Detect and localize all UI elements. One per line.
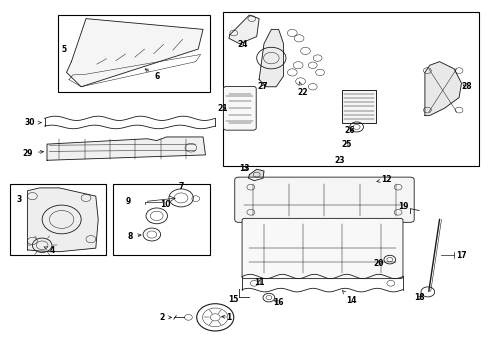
Bar	[222, 12, 478, 166]
Text: 23: 23	[334, 156, 344, 165]
Text: 6: 6	[145, 69, 159, 81]
Text: 7: 7	[178, 182, 183, 191]
Text: 11: 11	[253, 278, 264, 287]
Text: 13: 13	[239, 164, 249, 173]
FancyBboxPatch shape	[242, 219, 402, 279]
Polygon shape	[47, 137, 205, 160]
Polygon shape	[424, 62, 461, 116]
Text: 14: 14	[342, 291, 356, 305]
Polygon shape	[27, 188, 98, 252]
Text: 26: 26	[344, 126, 354, 135]
Text: 2: 2	[159, 313, 171, 322]
Text: 18: 18	[413, 293, 424, 302]
Text: 9: 9	[125, 197, 131, 206]
Text: 17: 17	[455, 251, 466, 260]
FancyBboxPatch shape	[234, 177, 413, 222]
FancyBboxPatch shape	[223, 86, 256, 130]
Text: 19: 19	[397, 202, 408, 211]
Bar	[58, 15, 210, 92]
Text: 4: 4	[44, 246, 54, 255]
Text: 29: 29	[22, 149, 43, 158]
Text: 27: 27	[257, 82, 268, 91]
Text: 20: 20	[372, 259, 383, 268]
Text: 1: 1	[222, 313, 231, 322]
Bar	[341, 90, 375, 123]
Text: 5: 5	[61, 45, 66, 54]
Text: 12: 12	[376, 175, 390, 184]
Text: 10: 10	[160, 200, 170, 209]
Text: 30: 30	[25, 118, 41, 127]
Text: 16: 16	[273, 298, 284, 307]
Bar	[113, 184, 210, 255]
Text: 28: 28	[460, 82, 471, 91]
Text: 3: 3	[17, 195, 22, 204]
Polygon shape	[66, 19, 203, 87]
Text: 25: 25	[341, 140, 351, 149]
Text: 24: 24	[237, 40, 248, 49]
Polygon shape	[259, 30, 283, 87]
Text: 15: 15	[227, 294, 238, 303]
Text: 8: 8	[127, 232, 141, 241]
Text: 21: 21	[217, 104, 227, 113]
Polygon shape	[248, 169, 264, 181]
Bar	[10, 184, 105, 255]
Text: 22: 22	[297, 82, 307, 96]
Polygon shape	[228, 15, 259, 44]
